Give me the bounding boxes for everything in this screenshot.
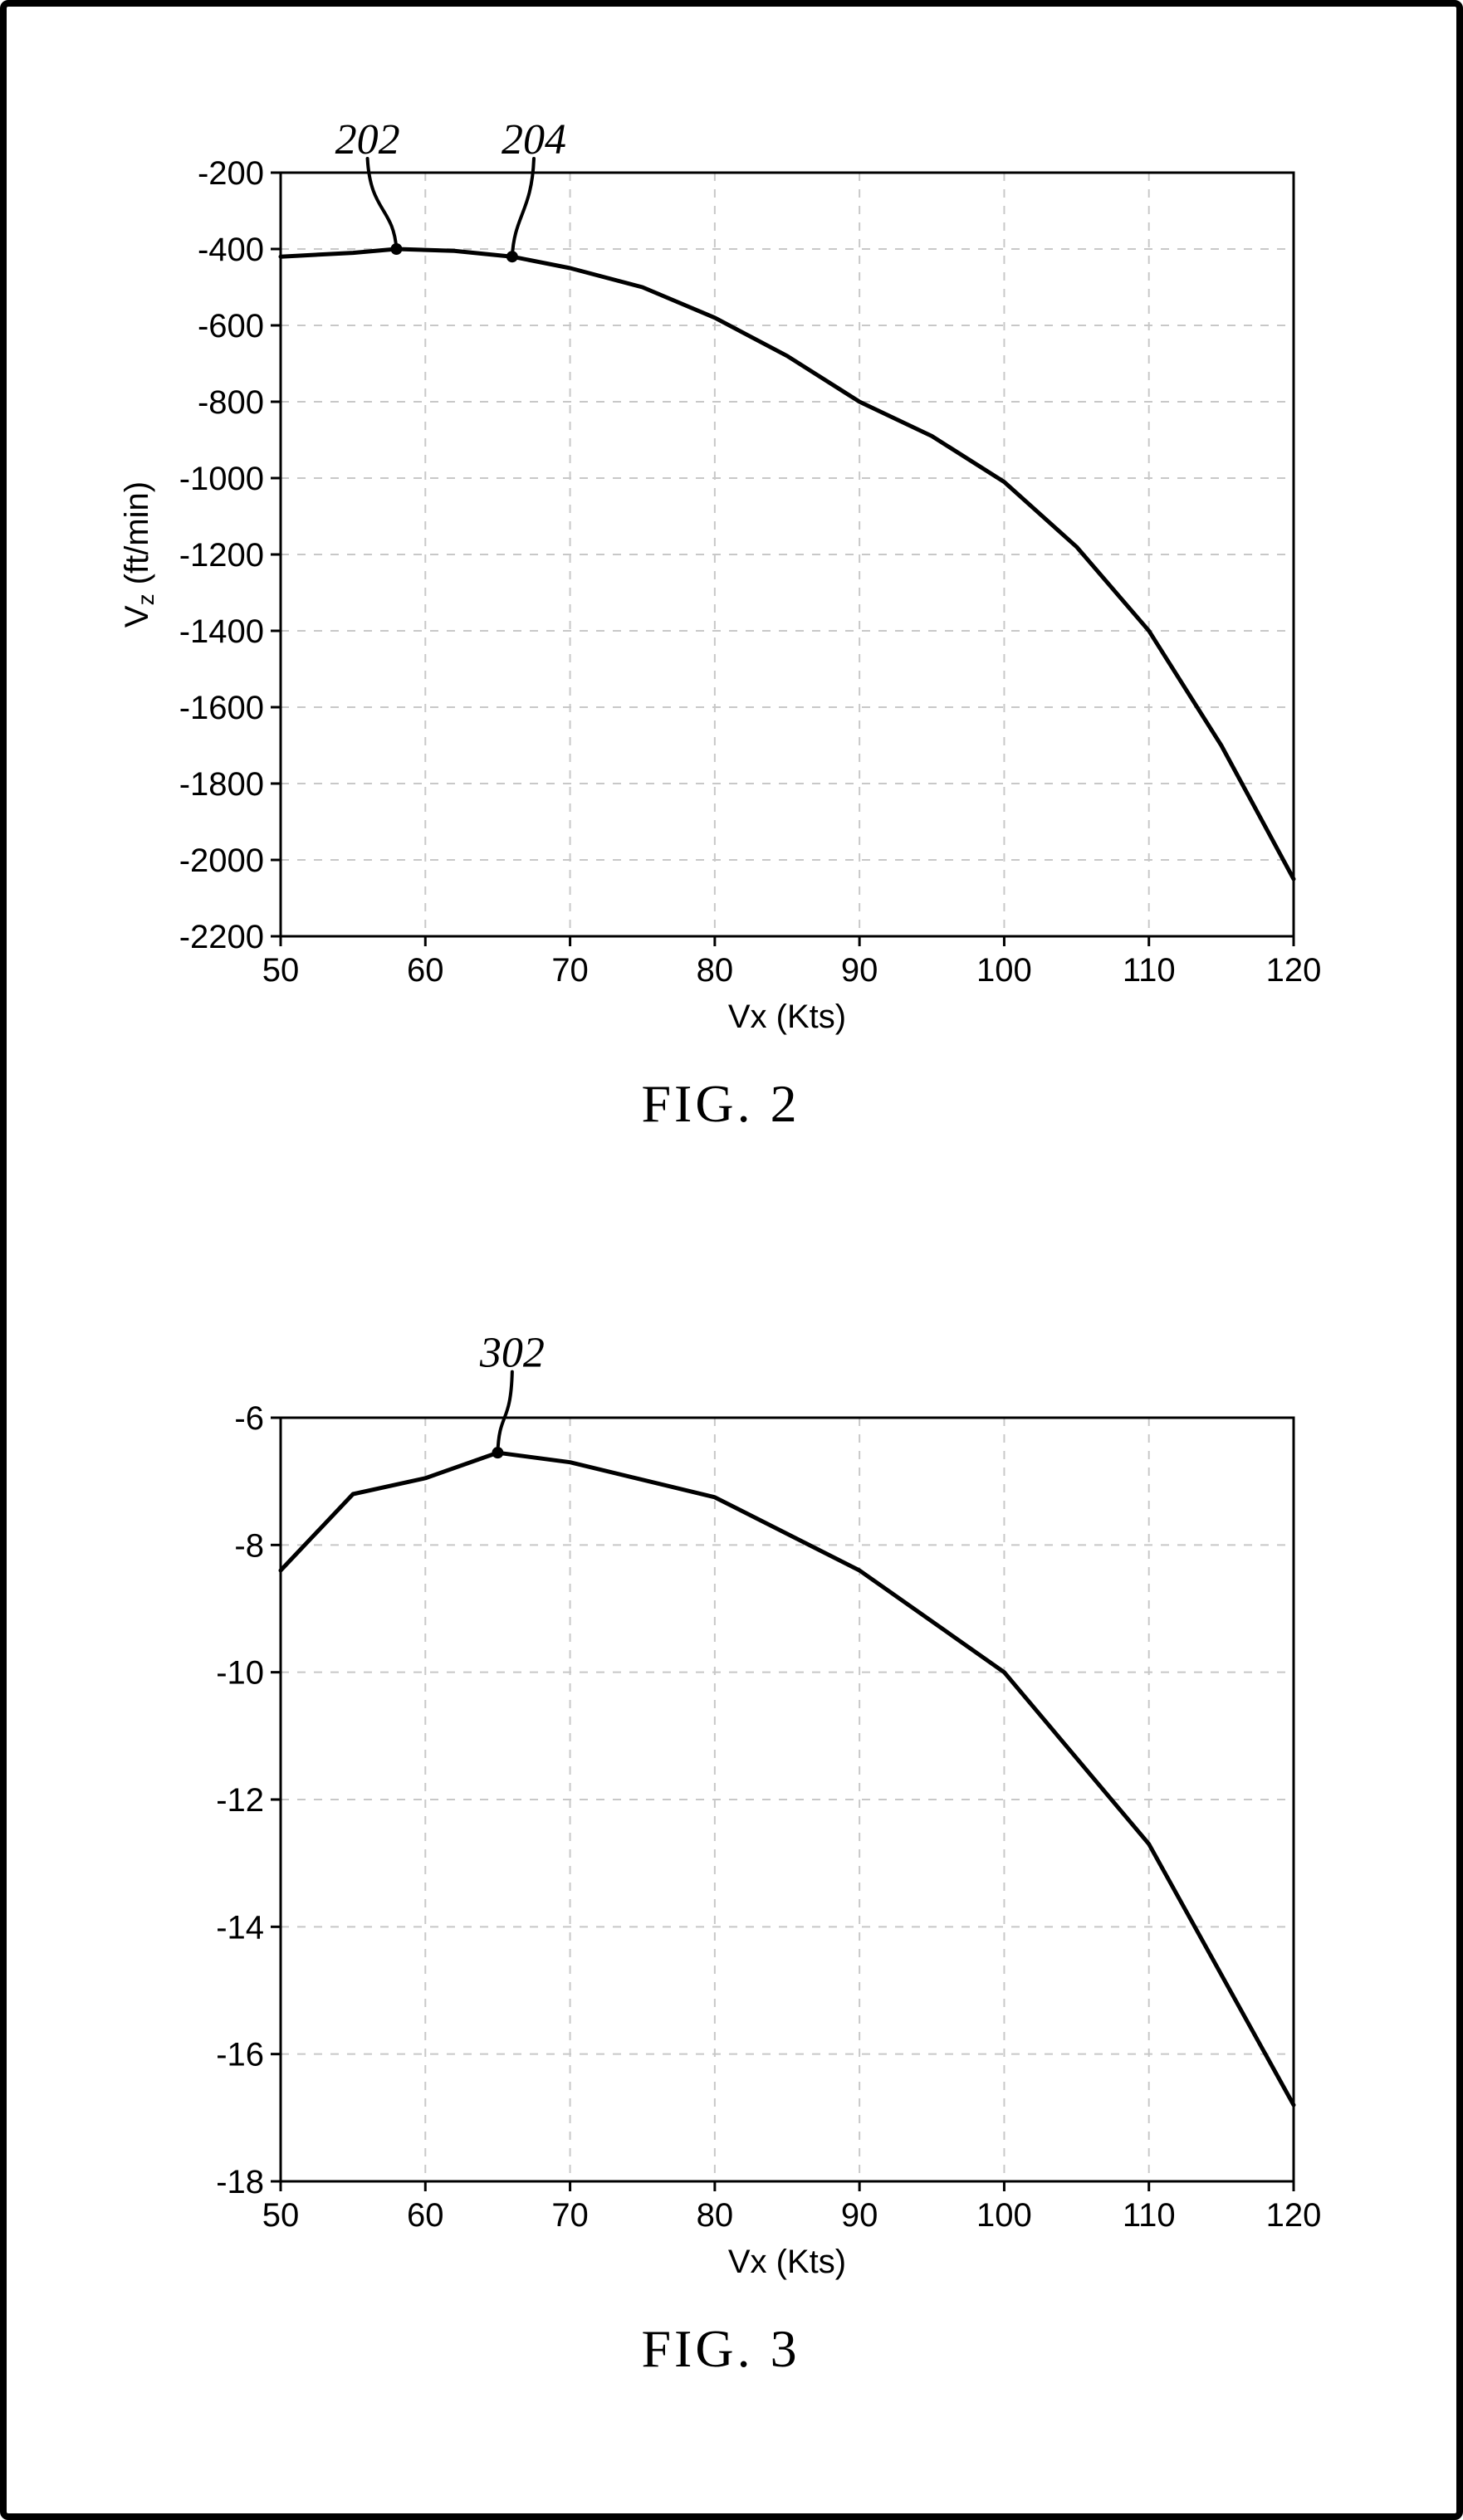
- svg-text:100: 100: [976, 2197, 1032, 2234]
- svg-text:-10: -10: [216, 1655, 264, 1692]
- svg-text:120: 120: [1266, 2197, 1322, 2234]
- svg-text:Vx (Kts): Vx (Kts): [728, 999, 846, 1035]
- figure-2: 50 60 70 80 90 100 110 120 -2200 -2000 -1800 -1600 -…: [98, 56, 1343, 1135]
- svg-text:60: 60: [407, 2197, 444, 2234]
- svg-text:-400: -400: [198, 232, 264, 268]
- svg-text:302: 302: [479, 1330, 545, 1377]
- svg-text:204: 204: [502, 116, 566, 164]
- svg-text:-2000: -2000: [179, 842, 264, 879]
- svg-text:-1600: -1600: [179, 690, 264, 726]
- svg-text:50: 50: [262, 2197, 300, 2234]
- svg-text:-18: -18: [216, 2164, 264, 2200]
- svg-text:80: 80: [697, 2197, 734, 2234]
- svg-text:70: 70: [551, 952, 589, 989]
- figure-3: 50 60 70 80 90 100 110 120 -18 -16 -14 -12 -10 -8 -6 Vx…: [98, 1302, 1343, 2380]
- figure-3-caption: FIG. 3: [98, 2318, 1343, 2380]
- svg-text:60: 60: [407, 952, 444, 989]
- figure-3-plot: 50 60 70 80 90 100 110 120 -18 -16 -14 -12 -10 -8 -6 Vx…: [98, 1302, 1343, 2298]
- svg-text:-1000: -1000: [179, 461, 264, 497]
- svg-text:110: 110: [1123, 952, 1176, 989]
- svg-text:80: 80: [697, 952, 734, 989]
- svg-text:-600: -600: [198, 308, 264, 344]
- figure-2-plot: 50 60 70 80 90 100 110 120 -2200 -2000 -1800 -1600 -…: [98, 56, 1343, 1052]
- figure-2-caption: FIG. 2: [98, 1073, 1343, 1135]
- svg-text:-1400: -1400: [179, 613, 264, 650]
- svg-text:110: 110: [1123, 2197, 1176, 2234]
- svg-text:-14: -14: [216, 1909, 264, 1946]
- svg-text:70: 70: [551, 2197, 589, 2234]
- page-frame: 50 60 70 80 90 100 110 120 -2200 -2000 -1800 -1600 -…: [0, 0, 1463, 2520]
- svg-text:Vx (Kts): Vx (Kts): [728, 2244, 846, 2280]
- svg-text:-1800: -1800: [179, 766, 264, 803]
- svg-text:-8: -8: [234, 1527, 264, 1564]
- svg-text:-2200: -2200: [179, 919, 264, 955]
- svg-text:50: 50: [262, 952, 300, 989]
- svg-text:202: 202: [335, 116, 400, 164]
- svg-text:120: 120: [1266, 952, 1322, 989]
- svg-text:-6: -6: [234, 1400, 264, 1437]
- svg-text:-1200: -1200: [179, 537, 264, 574]
- svg-text:-800: -800: [198, 384, 264, 421]
- svg-text:-12: -12: [216, 1782, 264, 1819]
- svg-text:90: 90: [841, 2197, 878, 2234]
- svg-text:-16: -16: [216, 2037, 264, 2073]
- svg-text:-200: -200: [198, 155, 264, 192]
- svg-text:Vz (ft/min): Vz (ft/min): [119, 481, 159, 628]
- svg-text:100: 100: [976, 952, 1032, 989]
- svg-text:90: 90: [841, 952, 878, 989]
